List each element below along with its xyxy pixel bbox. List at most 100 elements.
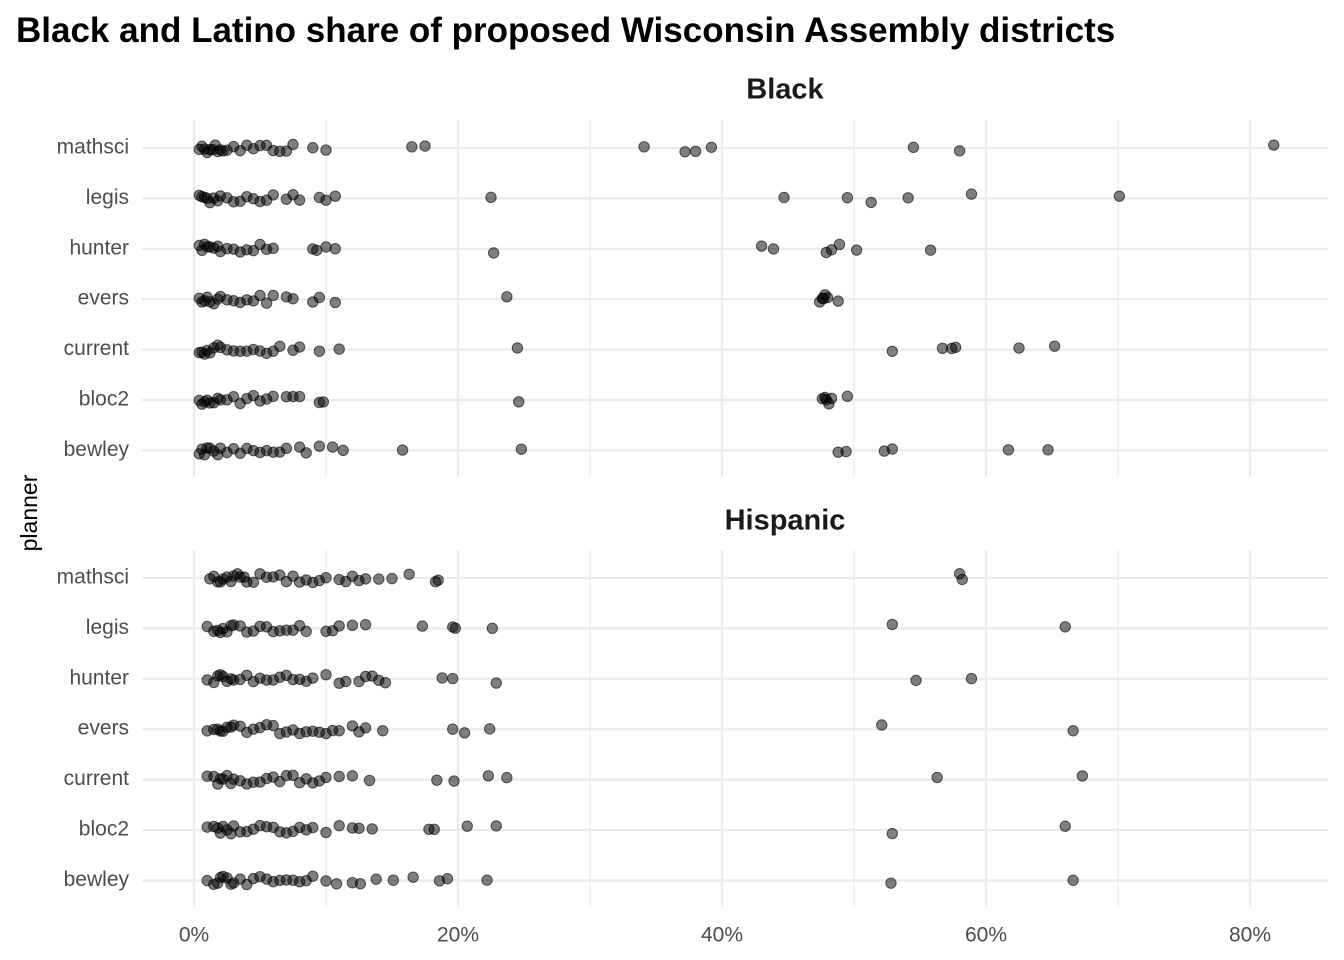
- data-point: [293, 194, 306, 206]
- data-point: [449, 622, 462, 634]
- data-point: [260, 297, 273, 309]
- data-point: [515, 443, 528, 455]
- data-point: [329, 242, 341, 255]
- data-point: [490, 677, 502, 689]
- data-point: [638, 141, 650, 153]
- y-tick-label: evers: [78, 717, 129, 740]
- data-point: [313, 440, 326, 452]
- facet-label: Hispanic: [725, 505, 846, 537]
- x-tick-label: 0%: [179, 924, 209, 947]
- data-point: [267, 189, 279, 201]
- data-point: [885, 877, 897, 889]
- data-point: [1113, 190, 1126, 202]
- x-tick-label: 80%: [1229, 924, 1271, 947]
- data-point: [300, 447, 312, 459]
- data-point: [850, 244, 863, 256]
- data-point: [340, 675, 352, 688]
- y-tick-label: current: [64, 767, 130, 790]
- data-point: [490, 820, 502, 832]
- data-point: [501, 771, 513, 784]
- data-point: [886, 443, 898, 455]
- data-point: [501, 291, 513, 303]
- data-point: [1059, 820, 1071, 832]
- data-point: [373, 573, 385, 585]
- data-point: [461, 820, 473, 832]
- data-point: [337, 444, 349, 457]
- data-point: [320, 572, 332, 584]
- data-point: [287, 769, 299, 782]
- y-tick-label: mathsci: [57, 136, 129, 159]
- data-point: [428, 823, 440, 836]
- data-point: [313, 291, 326, 304]
- data-point: [267, 390, 279, 403]
- data-point: [396, 444, 409, 456]
- y-tick-label: legis: [86, 616, 129, 639]
- data-point: [386, 572, 398, 585]
- data-point: [293, 390, 306, 403]
- y-tick-label: hunter: [69, 236, 129, 259]
- data-point: [1013, 342, 1025, 354]
- data-point: [307, 870, 319, 882]
- data-point: [483, 723, 496, 735]
- data-point: [907, 141, 920, 154]
- data-point: [1048, 340, 1061, 352]
- data-point: [910, 674, 922, 687]
- data-point: [778, 191, 790, 204]
- data-point: [267, 289, 279, 302]
- data-point: [931, 771, 943, 784]
- x-tick-label: 40%: [701, 924, 743, 947]
- y-tick-label: bloc2: [79, 818, 129, 841]
- data-point: [1067, 725, 1079, 737]
- data-point: [280, 442, 293, 455]
- data-point: [689, 145, 702, 158]
- data-point: [406, 141, 418, 153]
- data-point: [825, 392, 838, 405]
- data-point: [886, 618, 898, 631]
- data-point: [416, 620, 429, 632]
- data-point: [1059, 621, 1071, 633]
- x-tick-label: 20%: [437, 924, 479, 947]
- data-point: [956, 573, 968, 586]
- data-point: [267, 719, 279, 732]
- data-point: [486, 622, 499, 635]
- data-point: [436, 672, 448, 684]
- y-tick-label: bewley: [64, 438, 130, 461]
- x-tick-label: 60%: [965, 924, 1007, 947]
- data-point: [432, 574, 444, 586]
- data-point: [267, 242, 279, 255]
- data-point: [363, 774, 376, 787]
- data-point: [1002, 444, 1015, 456]
- data-point: [886, 345, 898, 357]
- data-point: [833, 238, 846, 251]
- data-point: [333, 725, 345, 737]
- data-point: [274, 340, 286, 352]
- data-point: [387, 874, 400, 886]
- y-tick-label: mathsci: [57, 566, 129, 589]
- data-point: [313, 345, 326, 357]
- data-point: [330, 878, 343, 890]
- data-point: [767, 243, 780, 255]
- y-tick-label: hunter: [69, 666, 129, 689]
- data-point: [949, 341, 962, 354]
- data-point: [346, 619, 359, 631]
- data-point: [953, 145, 966, 157]
- data-point: [876, 719, 888, 731]
- data-point: [329, 190, 341, 202]
- data-point: [841, 390, 854, 403]
- data-point: [407, 871, 419, 883]
- data-point: [441, 873, 454, 885]
- data-point: [379, 676, 392, 689]
- y-axis-title: planner: [16, 474, 42, 551]
- points: [193, 138, 1280, 461]
- facet-panels: Black mathsci legis hunter evers current bloc2…: [57, 74, 1328, 907]
- data-point: [320, 875, 332, 887]
- data-point: [359, 618, 372, 631]
- data-point: [481, 874, 493, 886]
- y-tick-label: current: [64, 337, 130, 360]
- data-point: [320, 668, 332, 681]
- data-point: [1076, 770, 1089, 782]
- data-point: [333, 620, 345, 632]
- data-point: [333, 770, 345, 783]
- data-point: [320, 144, 332, 156]
- data-point: [354, 878, 367, 890]
